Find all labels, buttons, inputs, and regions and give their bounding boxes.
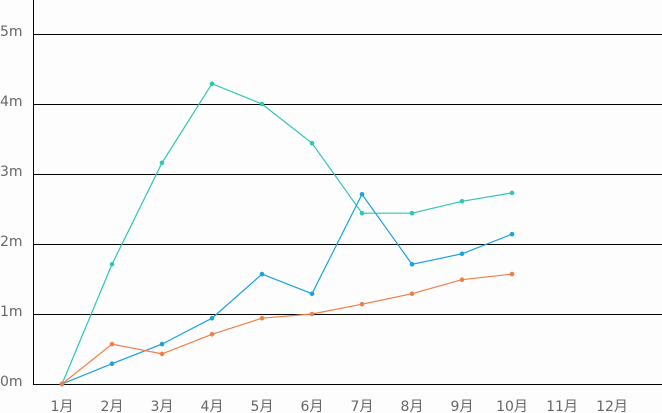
x-tick-label: 5月	[251, 399, 274, 413]
series-line	[61, 82, 513, 385]
x-tick-label: 4月	[201, 399, 224, 413]
y-tick-label: 0m	[0, 374, 23, 390]
data-point[interactable]	[409, 210, 415, 216]
x-tick-label: 11月	[546, 399, 578, 413]
x-tick-label: 10月	[496, 399, 528, 413]
data-point[interactable]	[159, 160, 165, 166]
data-point[interactable]	[459, 251, 465, 257]
data-point[interactable]	[359, 210, 365, 216]
x-tick-label: 1月	[51, 399, 74, 413]
data-point[interactable]	[59, 381, 65, 387]
data-point[interactable]	[409, 291, 415, 297]
y-tick-label: 3m	[0, 164, 23, 180]
x-tick-label: 12月	[596, 399, 628, 413]
data-point[interactable]	[359, 301, 365, 307]
data-point[interactable]	[209, 315, 215, 321]
data-point[interactable]	[409, 262, 415, 267]
data-point[interactable]	[259, 101, 265, 107]
data-point[interactable]	[159, 351, 165, 357]
y-tick-label: 5m	[0, 24, 23, 40]
data-point[interactable]	[459, 277, 465, 283]
data-point[interactable]	[459, 199, 465, 204]
series-line	[61, 193, 513, 385]
y-tick-label: 2m	[0, 234, 23, 250]
y-tick-label: 4m	[0, 94, 23, 110]
data-point[interactable]	[259, 271, 265, 277]
data-point[interactable]	[109, 361, 115, 367]
series-line	[61, 273, 513, 385]
x-tick-label: 7月	[351, 399, 374, 413]
series-0	[59, 81, 515, 387]
data-point[interactable]	[309, 140, 315, 146]
y-tick-label: 1m	[0, 304, 23, 320]
data-point[interactable]	[509, 190, 515, 196]
data-point[interactable]	[359, 192, 365, 197]
data-point[interactable]	[309, 291, 315, 297]
series-2	[59, 271, 515, 387]
data-point[interactable]	[259, 315, 265, 321]
x-tick-label: 6月	[301, 399, 324, 413]
data-point[interactable]	[509, 231, 515, 237]
data-point[interactable]	[509, 271, 515, 277]
series-1	[59, 192, 515, 387]
x-tick-label: 8月	[401, 399, 424, 413]
data-point[interactable]	[109, 341, 115, 347]
x-tick-label: 9月	[451, 399, 474, 413]
x-tick-label: 2月	[101, 399, 124, 413]
data-point[interactable]	[309, 311, 315, 317]
data-point[interactable]	[109, 262, 115, 267]
x-tick-label: 3月	[151, 399, 174, 413]
data-point[interactable]	[209, 81, 215, 86]
data-point[interactable]	[159, 341, 165, 347]
data-point[interactable]	[209, 332, 215, 337]
